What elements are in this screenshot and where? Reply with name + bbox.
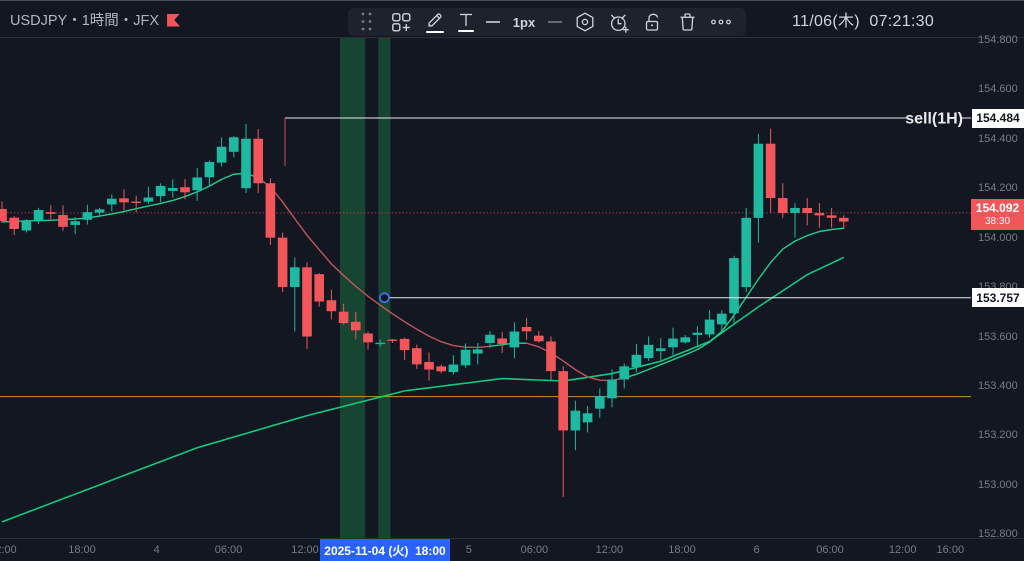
svg-text:sell(1H): sell(1H) <box>905 111 963 128</box>
